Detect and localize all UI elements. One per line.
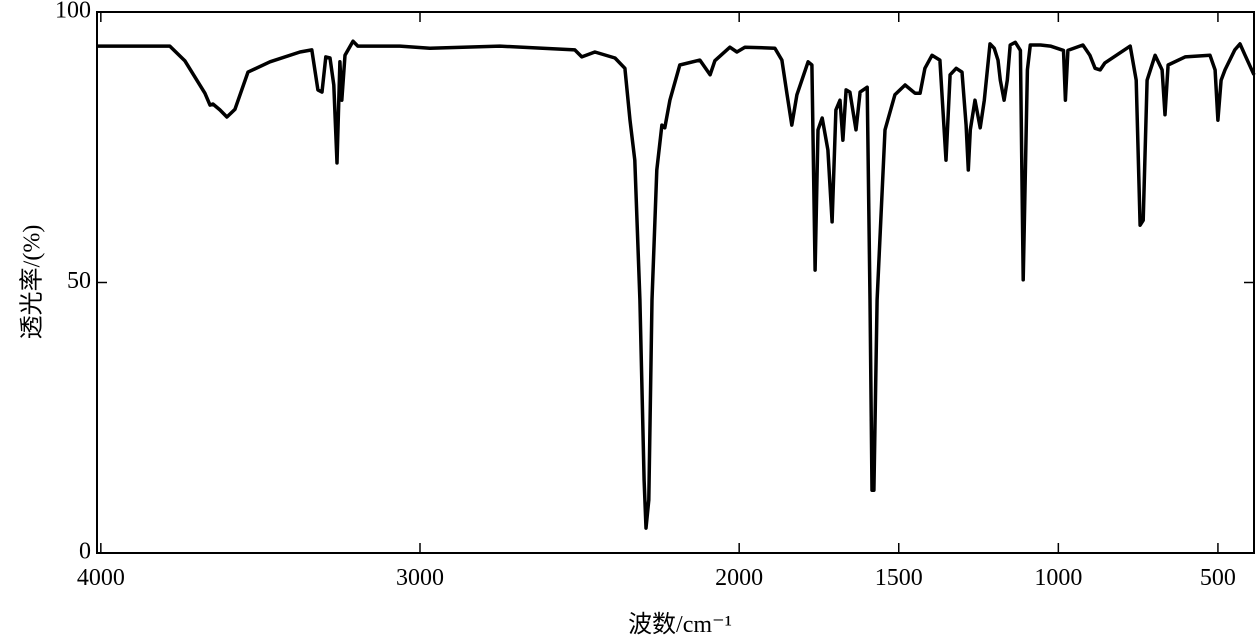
x-tick-label: 1500 <box>875 565 923 591</box>
y-axis-label: 透光率/(%) <box>19 225 46 340</box>
x-axis-label: 波数/cm⁻¹ <box>628 611 732 638</box>
plot-frame <box>96 11 1255 554</box>
x-tick-label: 1000 <box>1034 565 1082 591</box>
x-tick-label: 4000 <box>77 565 125 591</box>
y-tick-label: 100 <box>55 0 91 24</box>
x-tick-label: 3000 <box>396 565 444 591</box>
y-tick-label: 50 <box>67 268 91 294</box>
x-tick-label: 500 <box>1200 565 1236 591</box>
spectrum-line <box>97 39 1256 530</box>
x-tick-label: 2000 <box>715 565 763 591</box>
y-tick-label: 0 <box>79 539 91 565</box>
